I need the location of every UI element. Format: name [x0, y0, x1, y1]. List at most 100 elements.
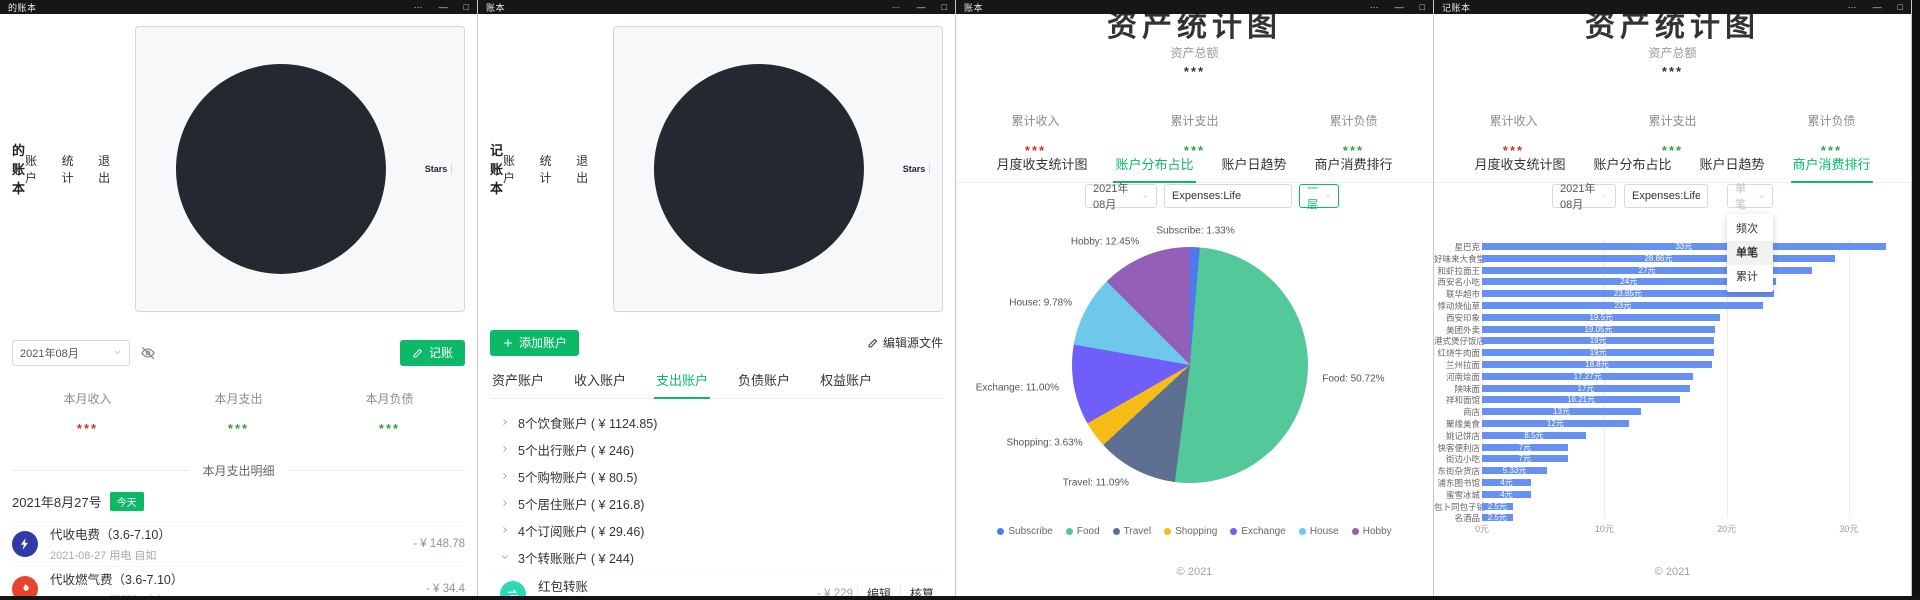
query-input[interactable]	[1624, 184, 1708, 208]
bar[interactable]: 12元	[1482, 420, 1629, 428]
month-select[interactable]: 2021年08月	[12, 339, 130, 366]
window-maximize-icon[interactable]: □	[1897, 2, 1903, 12]
mode-select[interactable]: 单笔	[1727, 183, 1773, 211]
month-select[interactable]: 2021年08月	[1552, 183, 1616, 211]
account-group-header[interactable]: 5个居住账户 ( ¥ 216.8)	[490, 490, 943, 517]
tab-账户日趋势[interactable]: 账户日趋势	[1221, 157, 1287, 172]
bar[interactable]: 23元	[1482, 302, 1764, 310]
tab-月度收支统计图[interactable]: 月度收支统计图	[996, 157, 1088, 172]
legend-item-Food[interactable]: Food	[1065, 526, 1100, 537]
nav-item-账户[interactable]: 账户	[503, 153, 516, 185]
tab-账户分布占比[interactable]: 账户分布占比	[1113, 154, 1196, 183]
tab-收入账户[interactable]: 收入账户	[574, 372, 627, 388]
bar-category-label: 姚记饼店	[1445, 430, 1480, 441]
month-select[interactable]: 2021年08月	[1085, 183, 1157, 211]
window-more-icon[interactable]: ···	[891, 2, 901, 12]
bar-row-快客便利店: 快客便利店 7元	[1434, 443, 1911, 453]
tab-负债账户[interactable]: 负债账户	[738, 372, 791, 388]
window-maximize-icon[interactable]: □	[463, 2, 469, 12]
bar[interactable]: 4元	[1482, 490, 1531, 498]
legend-dot	[1230, 528, 1238, 535]
legend-item-Subscribe[interactable]: Subscribe	[997, 526, 1053, 537]
tab-支出账户[interactable]: 支出账户	[654, 370, 711, 399]
account-distribution-pie-chart[interactable]	[1072, 247, 1308, 483]
bar[interactable]: 7元	[1482, 443, 1568, 451]
bar[interactable]: 17.27元	[1482, 372, 1694, 380]
tab-月度收支统计图[interactable]: 月度收支统计图	[1474, 157, 1566, 172]
depth-select[interactable]: 一层	[1299, 183, 1339, 211]
window-more-icon[interactable]: ···	[413, 2, 423, 12]
query-input[interactable]	[1164, 184, 1292, 208]
window-more-icon[interactable]: ···	[1847, 2, 1857, 12]
hide-amounts-toggle[interactable]	[140, 345, 156, 361]
tab-商户消费排行[interactable]: 商户消费排行	[1790, 154, 1873, 183]
legend-item-Travel[interactable]: Travel	[1112, 526, 1151, 537]
legend-item-Hobby[interactable]: Hobby	[1351, 526, 1392, 537]
bar[interactable]: 8.5元	[1482, 431, 1586, 439]
github-stars-badge[interactable]: Stars	[134, 26, 465, 312]
dropdown-option-频次[interactable]: 频次	[1736, 223, 1758, 235]
account-group-header[interactable]: 4个订阅账户 ( ¥ 29.46)	[490, 517, 943, 544]
transaction-row[interactable]: 代收燃气费（3.6-7.10）2021-08-27 天然气 自如- ¥ 34.4	[12, 565, 465, 600]
bar[interactable]: 16.21元	[1482, 396, 1681, 404]
nav-item-账户[interactable]: 账户	[25, 153, 38, 185]
window-maximize-icon[interactable]: □	[941, 2, 947, 12]
account-group-header[interactable]: 8个饮食账户 ( ¥ 1124.85)	[490, 409, 943, 436]
bar-value-label: 4元	[1500, 478, 1513, 487]
tab-账户日趋势[interactable]: 账户日趋势	[1699, 157, 1765, 172]
account-group-header[interactable]: 5个出行账户 ( ¥ 246)	[490, 436, 943, 463]
edit-source-link[interactable]: 编辑源文件	[867, 334, 943, 351]
bar[interactable]: 7元	[1482, 455, 1568, 463]
legend-item-Shopping[interactable]: Shopping	[1164, 526, 1217, 537]
legend-item-House[interactable]: House	[1298, 526, 1339, 537]
bar[interactable]: 27元	[1482, 266, 1813, 274]
legend-item-Exchange[interactable]: Exchange	[1230, 526, 1286, 537]
bar[interactable]: 2.5元	[1482, 514, 1513, 522]
window-maximize-icon[interactable]: □	[1419, 2, 1425, 12]
bar[interactable]: 18.8元	[1482, 361, 1712, 369]
dropdown-option-累计[interactable]: 累计	[1736, 271, 1758, 283]
add-account-button[interactable]: 添加账户	[490, 329, 580, 356]
account-group-header[interactable]: 3个转账账户 ( ¥ 244)	[490, 544, 943, 571]
bar[interactable]: 13元	[1482, 408, 1641, 416]
window-minimize-icon[interactable]: —	[1872, 2, 1882, 12]
bar[interactable]: 2.5元	[1482, 502, 1513, 510]
legend-label: Hobby	[1362, 526, 1392, 537]
transaction-row[interactable]: 代收电费（3.6-7.10） 2021-08-27 用电 自如 - ¥ 148.78	[12, 520, 465, 566]
record-transaction-button[interactable]: 记账	[399, 339, 465, 366]
stats-content: 资产统计图 资产总额 *** 累计收入 *** 累计支出 *** 累计负债 *** 月度收…	[1434, 10, 1911, 600]
bar-category-label: 和虾拉面王	[1437, 265, 1480, 276]
bar[interactable]: 5.33元	[1482, 467, 1548, 475]
transaction-title: 代收电费（3.6-7.10）	[50, 528, 171, 543]
tab-权益账户[interactable]: 权益账户	[820, 372, 873, 388]
window-minimize-icon[interactable]: —	[916, 2, 926, 12]
pie-slice-label-Exchange: Exchange: 11.00%	[975, 382, 1059, 394]
nav-item-统计[interactable]: 统计	[539, 153, 552, 185]
window-minimize-icon[interactable]: —	[438, 2, 448, 12]
window-more-icon[interactable]: ···	[1369, 2, 1379, 12]
window-minimize-icon[interactable]: —	[1394, 2, 1404, 12]
dropdown-option-单笔[interactable]: 单笔	[1727, 241, 1773, 265]
bar-category-label: 快客便利店	[1437, 442, 1480, 453]
nav-item-退出[interactable]: 退出	[576, 153, 589, 185]
bar[interactable]: 4元	[1482, 478, 1531, 487]
nav-item-统计[interactable]: 统计	[61, 153, 74, 185]
account-group-label: 5个购物账户 ( ¥ 80.5)	[518, 470, 638, 485]
tab-商户消费排行[interactable]: 商户消费排行	[1314, 157, 1393, 172]
tab-资产账户[interactable]: 资产账户	[492, 372, 545, 388]
bar[interactable]: 19元	[1482, 337, 1715, 345]
bar[interactable]: 19.5元	[1482, 313, 1721, 321]
bar[interactable]: 33元	[1482, 243, 1886, 251]
bar[interactable]: 19.05元	[1482, 325, 1715, 333]
nav-item-退出[interactable]: 退出	[98, 153, 111, 185]
account-group-header[interactable]: 5个购物账户 ( ¥ 80.5)	[490, 463, 943, 490]
cumulative-stats: 累计收入 *** 累计支出 *** 累计负债 ***	[956, 112, 1433, 158]
bar[interactable]: 23.85元	[1482, 290, 1774, 298]
github-stars-badge[interactable]: Stars	[612, 26, 943, 312]
bar[interactable]: 28.86元	[1482, 254, 1835, 262]
bar[interactable]: 24元	[1482, 278, 1776, 286]
bar-row-姚记饼店: 姚记饼店 8.5元	[1434, 431, 1911, 441]
bar[interactable]: 19元	[1482, 349, 1715, 357]
tab-账户分布占比[interactable]: 账户分布占比	[1593, 157, 1672, 172]
bar[interactable]: 17元	[1482, 384, 1690, 392]
